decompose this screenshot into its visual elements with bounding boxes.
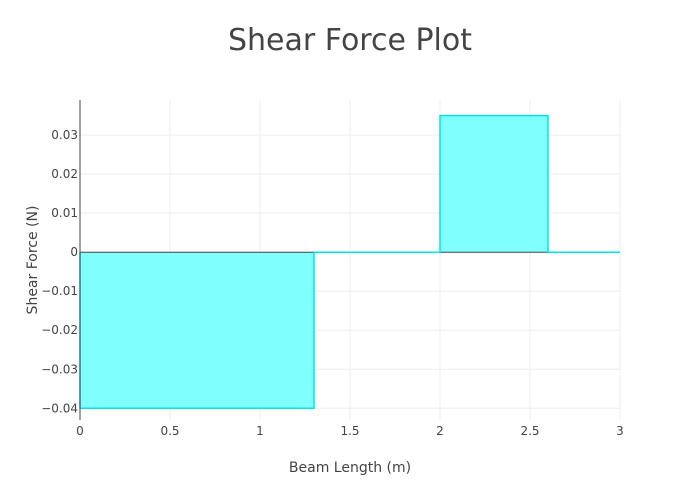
y-tick-label: 0.02 xyxy=(51,167,78,181)
y-tick-label: −0.02 xyxy=(41,323,78,337)
shear-force-area xyxy=(80,115,620,409)
x-tick-label: 2 xyxy=(436,424,444,438)
plot-layer xyxy=(79,114,620,410)
label-layer: Shear Force Plot Beam Length (m) Shear F… xyxy=(25,23,472,476)
y-tick-label: −0.01 xyxy=(41,284,78,298)
x-tick-label: 1.5 xyxy=(340,424,359,438)
x-tick-label: 2.5 xyxy=(520,424,539,438)
y-tick-label: 0.03 xyxy=(51,128,78,142)
shear-force-line xyxy=(79,114,620,410)
y-tick-label: 0.01 xyxy=(51,206,78,220)
axis-layer: 0 0.5 1 1.5 2 2.5 3 −0.04 −0.03 −0.02 −0.01 0 0.01 0.… xyxy=(41,100,624,438)
y-axis-label: Shear Force (N) xyxy=(25,206,41,315)
y-tick-label: −0.04 xyxy=(41,401,78,415)
x-axis-label: Beam Length (m) xyxy=(289,460,411,476)
x-tick-label: 0.5 xyxy=(160,424,179,438)
x-tick-label: 3 xyxy=(616,424,624,438)
chart-title: Shear Force Plot xyxy=(228,23,472,58)
y-tick-label: −0.03 xyxy=(41,362,78,376)
x-tick-label: 0 xyxy=(76,424,84,438)
x-tick-label: 1 xyxy=(256,424,264,438)
y-tick-label: 0 xyxy=(70,245,78,259)
